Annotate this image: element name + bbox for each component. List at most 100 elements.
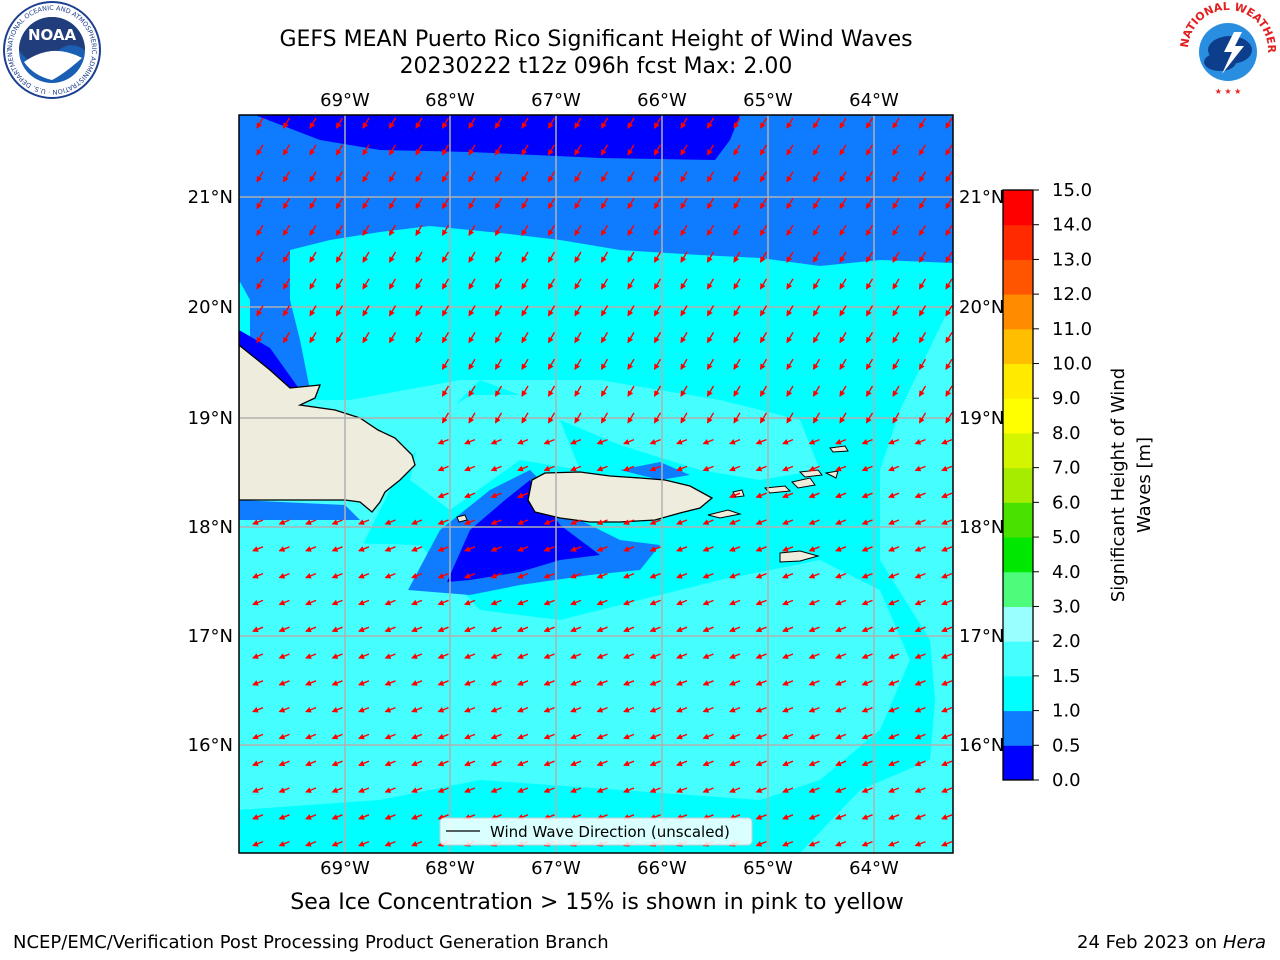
wave-direction-arrow <box>888 733 900 740</box>
wave-direction-arrow <box>941 760 953 767</box>
wave-direction-arrow <box>600 332 609 344</box>
wave-direction-arrow <box>941 787 953 793</box>
wave-direction-arrow <box>623 546 635 552</box>
wave-direction-arrow <box>861 546 873 552</box>
land-virgin-gorda <box>824 470 839 479</box>
wave-direction-arrow <box>888 626 900 633</box>
wave-direction-arrow <box>490 760 502 767</box>
wave-direction-arrow <box>782 599 794 606</box>
wave-direction-arrow <box>653 385 662 397</box>
wave-direction-arrow <box>490 519 502 525</box>
wave-direction-arrow <box>627 385 635 397</box>
wave-direction-arrow <box>623 599 635 606</box>
wave-direction-arrow <box>309 305 317 317</box>
wave-direction-arrow <box>759 385 768 397</box>
wave-direction-arrow <box>305 733 317 740</box>
wave-direction-arrow <box>835 546 847 552</box>
wave-direction-arrow <box>543 572 555 579</box>
wave-direction-arrow <box>865 224 874 237</box>
credit-branch: NCEP/EMC/Verification Post Processing Pr… <box>13 932 609 953</box>
wave-direction-arrow <box>861 519 873 525</box>
wave-direction-arrow <box>494 412 503 424</box>
wave-direction-arrow <box>835 492 847 499</box>
wave-direction-arrow <box>782 626 794 633</box>
wave-direction-arrow <box>331 653 343 659</box>
wave-direction-arrow <box>464 787 476 793</box>
noaa-logo: NATIONAL OCEANIC AND ATMOSPHERIC ADMINIS… <box>2 0 101 99</box>
wave-direction-arrow <box>755 706 767 713</box>
wave-direction-arrow <box>384 733 396 740</box>
wave-direction-arrow <box>517 706 529 713</box>
wave-direction-arrow <box>861 438 873 445</box>
colorbar-swatch <box>1003 571 1033 607</box>
wave-direction-arrow <box>494 332 503 344</box>
wave-direction-arrow <box>702 653 714 659</box>
wave-direction-arrow <box>649 787 661 793</box>
wave-direction-arrow <box>521 385 529 397</box>
wave-direction-arrow <box>839 117 847 129</box>
wave-direction-arrow <box>464 519 476 525</box>
wave-direction-arrow <box>702 680 714 686</box>
wave-direction-arrow <box>517 653 529 659</box>
wave-direction-arrow <box>494 251 503 263</box>
wave-direction-arrow <box>331 546 343 552</box>
wave-direction-arrow <box>411 626 423 633</box>
wave-direction-arrow <box>574 198 582 210</box>
wave-direction-arrow <box>494 278 503 290</box>
wave-direction-arrow <box>786 251 794 263</box>
wave-direction-arrow <box>547 251 556 263</box>
wave-direction-arrow <box>415 278 423 290</box>
wave-direction-arrow <box>892 278 900 290</box>
wave-direction-arrow <box>278 733 290 740</box>
wave-direction-arrow <box>468 224 476 237</box>
colorbar-swatch <box>1003 502 1033 538</box>
wave-direction-arrow <box>490 653 502 659</box>
wave-direction-arrow <box>437 438 449 445</box>
wave-direction-arrow <box>331 760 343 767</box>
wave-direction-arrow <box>282 198 291 210</box>
wave-direction-arrow <box>600 412 609 424</box>
wave-direction-arrow <box>441 305 450 317</box>
wave-direction-arrow <box>388 171 397 183</box>
wave-direction-arrow <box>861 787 873 793</box>
wave-direction-arrow <box>521 278 529 290</box>
wave-direction-arrow <box>680 358 688 371</box>
wave-direction-arrow <box>600 305 609 317</box>
wave-direction-arrow <box>812 385 821 397</box>
wave-direction-arrow <box>574 358 582 371</box>
wave-direction-arrow <box>941 599 953 606</box>
wave-direction-arrow <box>490 546 502 552</box>
wave-direction-arrow <box>490 626 502 633</box>
wave-direction-arrow <box>570 733 582 740</box>
wave-direction-arrow <box>415 332 423 344</box>
wave-direction-arrow <box>464 572 476 579</box>
colorbar-tick-label: 8.0 <box>1052 423 1081 444</box>
wave-direction-arrow <box>574 278 582 290</box>
wave-direction-arrow <box>384 840 396 847</box>
wave-direction-arrow <box>782 840 794 847</box>
wave-direction-arrow <box>494 224 503 237</box>
wave-direction-arrow <box>415 171 423 183</box>
wave-direction-arrow <box>835 465 847 472</box>
wave-direction-arrow <box>278 814 290 820</box>
lat-tick-label-right: 19°N <box>959 408 1004 429</box>
wave-direction-arrow <box>623 465 635 472</box>
wave-direction-arrow <box>441 332 450 344</box>
wave-direction-arrow <box>252 653 264 659</box>
wave-direction-arrow <box>437 653 449 659</box>
wave-direction-arrow <box>892 358 900 371</box>
wave-direction-arrow <box>331 787 343 793</box>
wave-direction-arrow <box>600 358 609 371</box>
wave-direction-arrow <box>494 358 503 371</box>
wave-direction-arrow <box>411 546 423 552</box>
wave-direction-arrow <box>649 733 661 740</box>
wave-direction-arrow <box>305 519 317 525</box>
wave-direction-arrow <box>808 599 820 606</box>
wave-direction-arrow <box>786 224 794 237</box>
wave-direction-arrow <box>649 546 661 552</box>
wave-direction-arrow <box>305 840 317 847</box>
wave-direction-arrow <box>835 840 847 847</box>
wave-direction-arrow <box>411 680 423 686</box>
wave-direction-arrow <box>702 733 714 740</box>
wave-direction-arrow <box>782 680 794 686</box>
